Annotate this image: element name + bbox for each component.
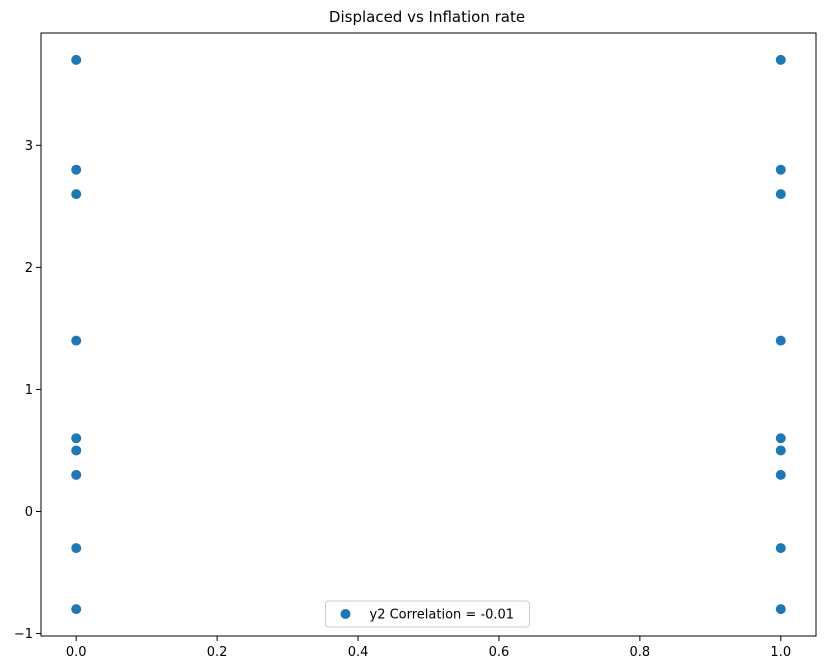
x-tick-label: 0.0 bbox=[66, 645, 87, 660]
y-tick-label: −1 bbox=[14, 627, 33, 642]
scatter-point bbox=[775, 469, 786, 480]
scatter-point bbox=[71, 604, 82, 615]
legend-label: y2 Correlation = -0.01 bbox=[370, 608, 515, 623]
legend: y2 Correlation = -0.01 bbox=[325, 600, 530, 628]
scatter-point bbox=[71, 335, 82, 346]
x-axis: 0.0 0.2 0.4 0.6 0.8 1.0 bbox=[66, 636, 791, 660]
scatter-point bbox=[775, 54, 786, 65]
scatter-point bbox=[71, 445, 82, 456]
scatter-point bbox=[775, 335, 786, 346]
x-tick-label: 0.4 bbox=[348, 645, 369, 660]
plot-frame bbox=[40, 32, 817, 637]
y-tick-label: 2 bbox=[25, 261, 33, 276]
scatter-point bbox=[775, 433, 786, 444]
scatter-point bbox=[71, 54, 82, 65]
x-tick-label: 1.0 bbox=[770, 645, 791, 660]
legend-marker bbox=[340, 609, 351, 619]
y-tick-label: 3 bbox=[25, 139, 33, 154]
x-tick-label: 0.6 bbox=[489, 645, 510, 660]
x-tick-label: 0.8 bbox=[630, 645, 651, 660]
scatter-point bbox=[71, 543, 82, 554]
scatter-point bbox=[775, 189, 786, 200]
scatter-point bbox=[71, 469, 82, 480]
y-axis: −1 0 1 2 3 bbox=[14, 139, 41, 642]
scatter-point bbox=[775, 164, 786, 175]
x-tick-label: 0.2 bbox=[207, 645, 228, 660]
scatter-point bbox=[775, 543, 786, 554]
chart-title: Displaced vs Inflation rate bbox=[329, 8, 525, 26]
points-layer bbox=[71, 54, 786, 615]
legend-box bbox=[325, 600, 530, 628]
scatter-point bbox=[71, 164, 82, 175]
scatter-point bbox=[71, 189, 82, 200]
y-tick-label: 0 bbox=[25, 505, 33, 520]
scatter-point bbox=[775, 445, 786, 456]
y-tick-label: 1 bbox=[25, 383, 33, 398]
scatter-point bbox=[71, 433, 82, 444]
scatter-point bbox=[775, 604, 786, 615]
